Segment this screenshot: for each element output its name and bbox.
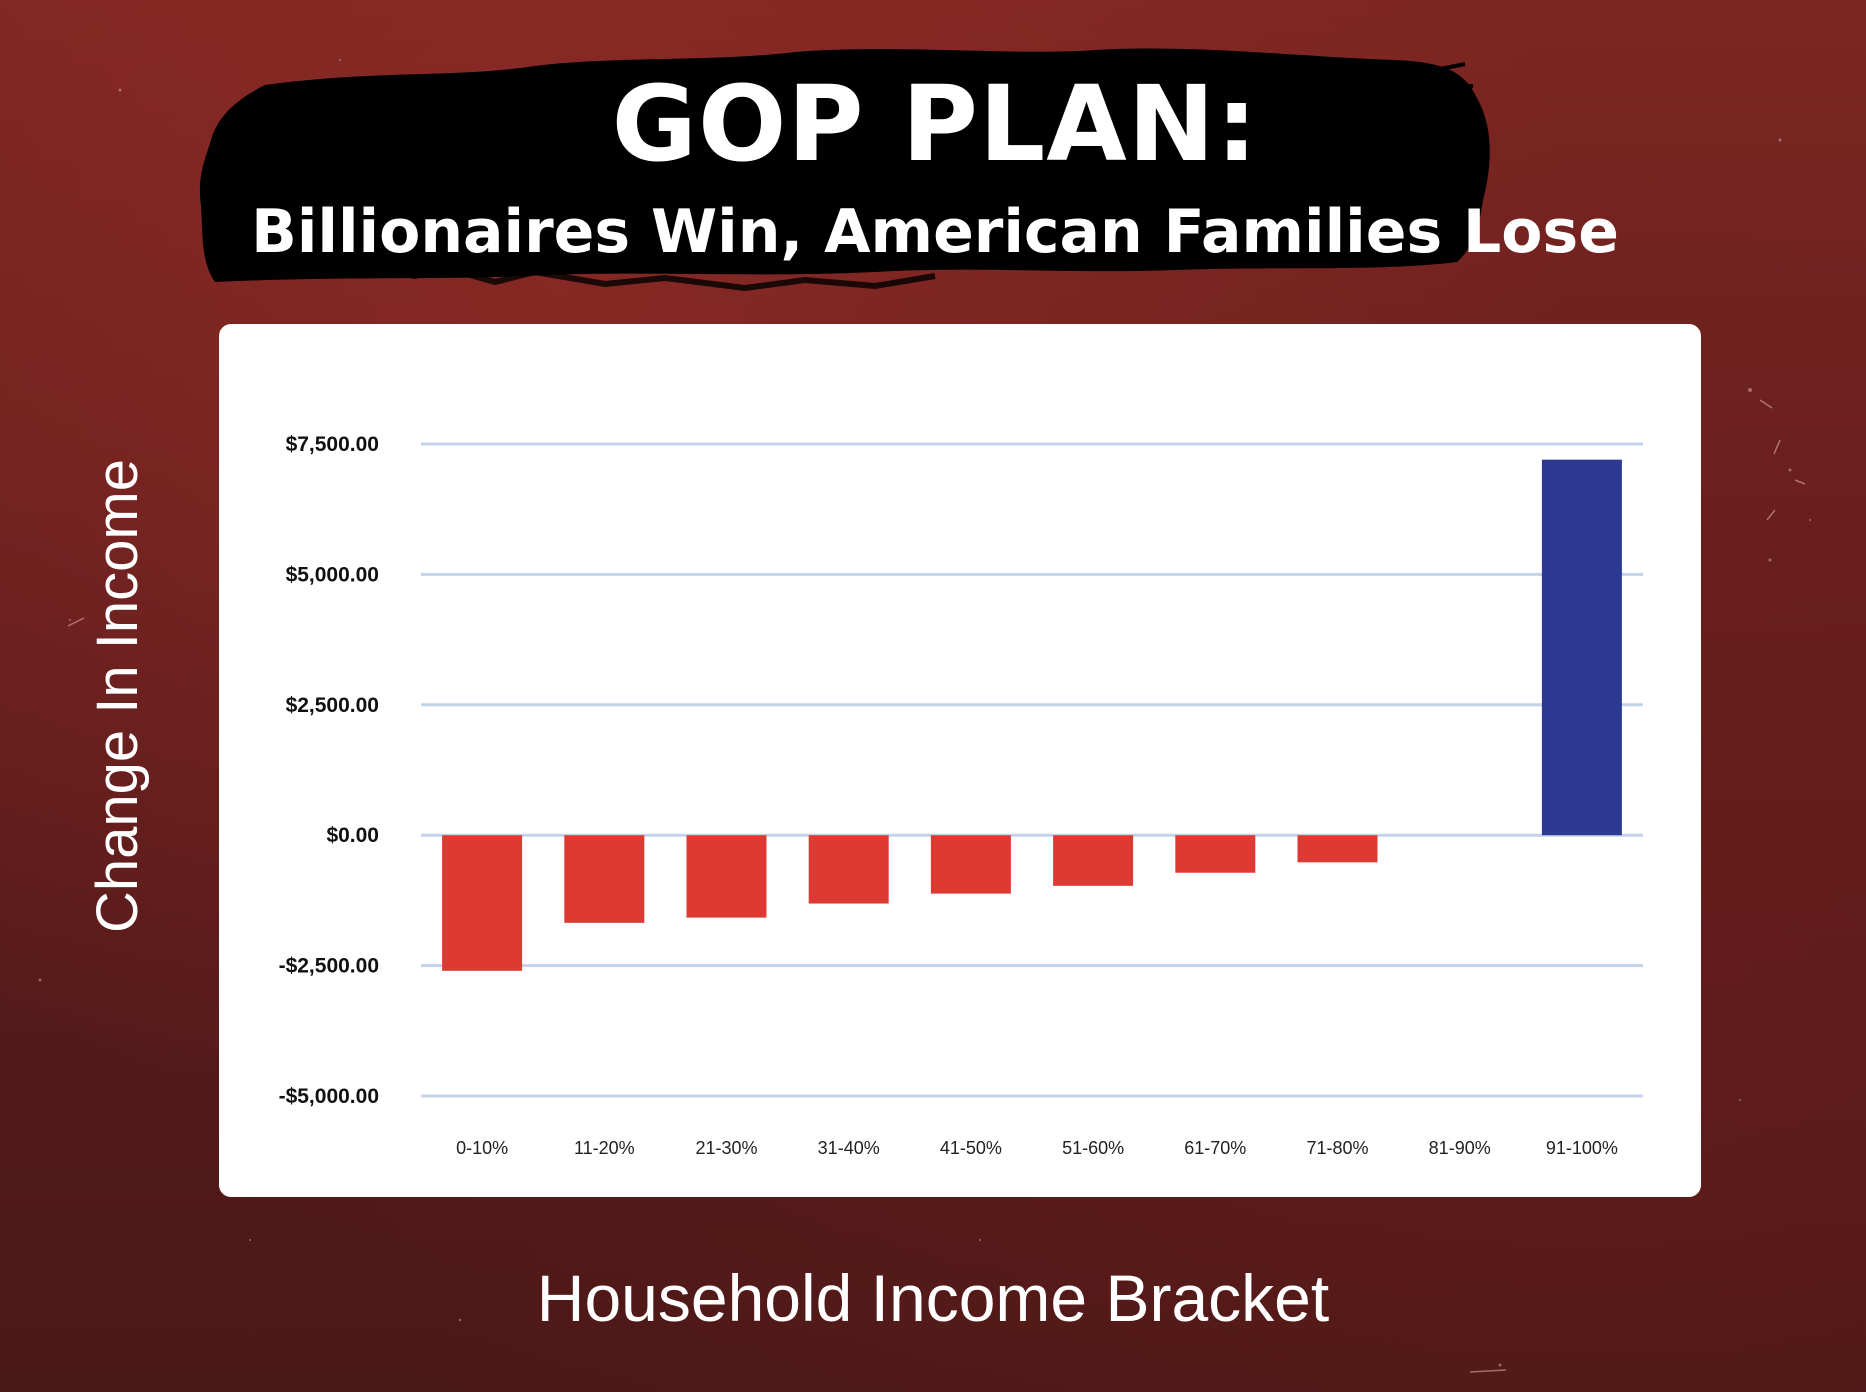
x-tick-label: 91-100% (1546, 1138, 1618, 1158)
brush-stroke-shape (199, 48, 1490, 292)
bar-chart: $7,500.00 $5,000.00 $2,500.00 $0.00 -$2,500.… (279, 433, 1643, 1158)
bar-21-30% (686, 835, 767, 918)
y-tick-label: -$2,500.00 (279, 955, 379, 978)
bar-11-20% (564, 835, 645, 923)
page-subtitle: Billionaires Win, American Families Lose (251, 197, 1619, 267)
y-tick-label: $5,000.00 (286, 563, 379, 586)
bar-31-40% (808, 835, 889, 904)
bar-71-80% (1297, 835, 1378, 863)
y-tick-label: -$5,000.00 (279, 1085, 379, 1108)
x-tick-label: 81-90% (1429, 1138, 1491, 1158)
x-tick-label: 61-70% (1184, 1138, 1246, 1158)
bar-91-100% (1541, 459, 1622, 836)
y-tick-label: $0.00 (326, 824, 379, 847)
page-title: GOP PLAN: (611, 63, 1259, 185)
bar-41-50% (930, 835, 1011, 894)
x-tick-label: 51-60% (1062, 1138, 1124, 1158)
bar-51-60% (1053, 835, 1134, 886)
bar-61-70% (1175, 835, 1256, 873)
bar-0-10% (442, 835, 523, 971)
x-axis-title: Household Income Bracket (536, 1261, 1330, 1335)
y-tick-label: $7,500.00 (286, 433, 379, 456)
x-tick-label: 31-40% (818, 1138, 880, 1158)
x-tick-label: 71-80% (1306, 1138, 1368, 1158)
title-banner: GOP PLAN: Billionaires Win, American Fam… (195, 0, 1675, 300)
x-tick-label: 11-20% (574, 1138, 635, 1158)
x-tick-label: 41-50% (940, 1138, 1002, 1158)
x-tick-label: 21-30% (695, 1138, 757, 1158)
y-tick-label: $2,500.00 (286, 694, 379, 717)
x-tick-label: 0-10% (456, 1138, 508, 1158)
chart-panel: $7,500.00 $5,000.00 $2,500.00 $0.00 -$2,500.… (219, 324, 1701, 1197)
y-axis-title: Change In Income (85, 459, 150, 933)
